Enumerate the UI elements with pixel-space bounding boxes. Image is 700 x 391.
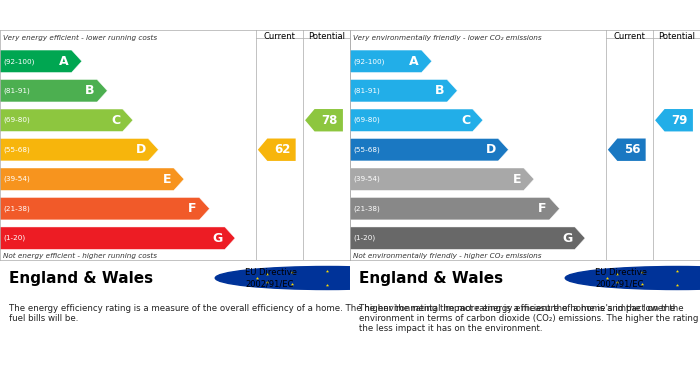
Polygon shape	[0, 109, 133, 131]
Polygon shape	[350, 109, 483, 131]
Polygon shape	[350, 168, 534, 190]
Text: Very energy efficient - lower running costs: Very energy efficient - lower running co…	[3, 34, 157, 41]
Text: Environmental Impact (CO₂) Rating: Environmental Impact (CO₂) Rating	[358, 9, 621, 22]
Text: A: A	[60, 55, 69, 68]
Text: C: C	[111, 114, 120, 127]
Text: G: G	[562, 232, 573, 245]
Polygon shape	[350, 138, 508, 161]
Text: (92-100): (92-100)	[3, 58, 34, 65]
Text: The energy efficiency rating is a measure of the overall efficiency of a home. T: The energy efficiency rating is a measur…	[8, 303, 683, 323]
Text: G: G	[212, 232, 223, 245]
Text: Not energy efficient - higher running costs: Not energy efficient - higher running co…	[3, 253, 157, 259]
Text: Potential: Potential	[658, 32, 695, 41]
Text: B: B	[435, 84, 444, 97]
Text: 78: 78	[321, 114, 338, 127]
Circle shape	[216, 267, 440, 289]
Polygon shape	[608, 138, 645, 161]
Text: (1-20): (1-20)	[3, 235, 25, 241]
Polygon shape	[350, 50, 432, 72]
Circle shape	[566, 267, 700, 289]
Text: Current: Current	[263, 32, 295, 41]
Text: (55-68): (55-68)	[353, 147, 380, 153]
Text: (69-80): (69-80)	[3, 117, 30, 124]
Text: C: C	[461, 114, 470, 127]
Text: (92-100): (92-100)	[353, 58, 384, 65]
Text: Energy Efficiency Rating: Energy Efficiency Rating	[8, 9, 192, 22]
Text: F: F	[188, 202, 197, 215]
Text: EU Directive
2002/91/EC: EU Directive 2002/91/EC	[595, 267, 647, 289]
Text: A: A	[410, 55, 419, 68]
Text: 62: 62	[274, 143, 290, 156]
Text: 79: 79	[671, 114, 688, 127]
Text: (55-68): (55-68)	[3, 147, 30, 153]
Text: F: F	[538, 202, 547, 215]
Polygon shape	[258, 138, 295, 161]
Text: The environmental impact rating is a measure of a home's impact on the environme: The environmental impact rating is a mea…	[358, 303, 698, 334]
Text: (81-91): (81-91)	[353, 88, 380, 94]
Text: B: B	[85, 84, 95, 97]
Text: (39-54): (39-54)	[3, 176, 30, 183]
Polygon shape	[350, 197, 559, 220]
Text: (81-91): (81-91)	[3, 88, 30, 94]
Polygon shape	[0, 168, 184, 190]
Text: (39-54): (39-54)	[353, 176, 380, 183]
Polygon shape	[0, 50, 82, 72]
Text: D: D	[135, 143, 146, 156]
Text: England & Wales: England & Wales	[358, 271, 503, 285]
Polygon shape	[350, 227, 585, 249]
Text: Current: Current	[613, 32, 645, 41]
Text: Not environmentally friendly - higher CO₂ emissions: Not environmentally friendly - higher CO…	[353, 253, 541, 259]
Text: Very environmentally friendly - lower CO₂ emissions: Very environmentally friendly - lower CO…	[353, 34, 541, 41]
Text: E: E	[512, 173, 522, 186]
Polygon shape	[0, 197, 209, 220]
Polygon shape	[350, 79, 457, 102]
Polygon shape	[0, 79, 107, 102]
Text: E: E	[162, 173, 172, 186]
Text: (69-80): (69-80)	[353, 117, 380, 124]
Text: (21-38): (21-38)	[3, 205, 30, 212]
Text: 56: 56	[624, 143, 640, 156]
Polygon shape	[0, 227, 235, 249]
Text: EU Directive
2002/91/EC: EU Directive 2002/91/EC	[245, 267, 297, 289]
Polygon shape	[0, 138, 158, 161]
Text: D: D	[485, 143, 496, 156]
Text: Potential: Potential	[308, 32, 345, 41]
Text: (21-38): (21-38)	[353, 205, 380, 212]
Polygon shape	[655, 109, 693, 131]
Text: England & Wales: England & Wales	[8, 271, 153, 285]
Polygon shape	[305, 109, 343, 131]
Text: (1-20): (1-20)	[353, 235, 375, 241]
